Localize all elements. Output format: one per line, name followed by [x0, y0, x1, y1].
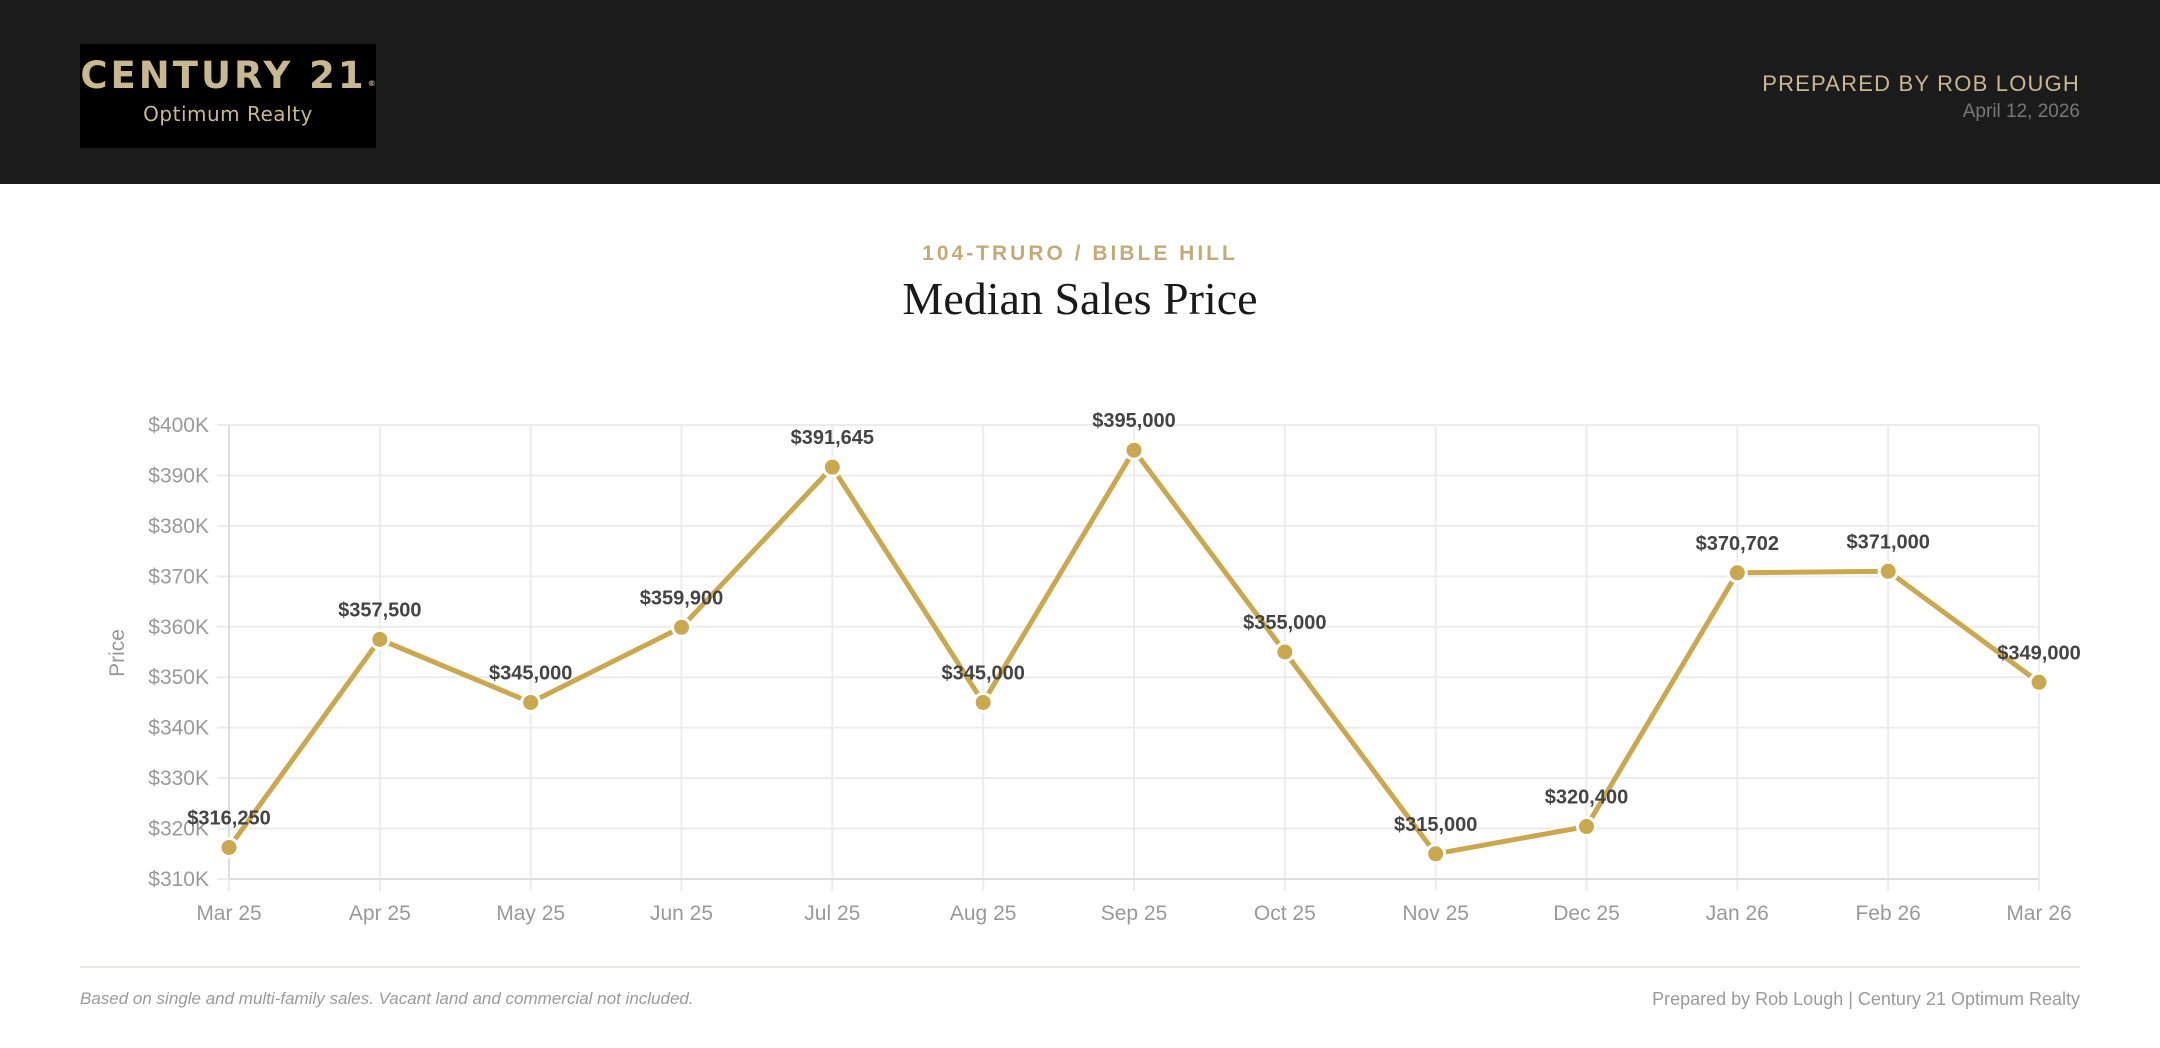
footer-note: Based on single and multi-family sales. … — [80, 989, 694, 1008]
chart-title: Median Sales Price — [902, 273, 1258, 324]
y-tick-label: $340K — [148, 717, 209, 740]
data-point-marker[interactable] — [1425, 843, 1447, 865]
x-tick-label: Jun 25 — [650, 902, 713, 925]
footer-divider — [80, 966, 2080, 968]
data-label: $359,900 — [640, 587, 723, 609]
y-axis-title: Price — [106, 629, 129, 677]
data-point-marker[interactable] — [1123, 439, 1145, 461]
x-tick-label: Jul 25 — [804, 902, 860, 925]
data-point-marker[interactable] — [1576, 816, 1597, 838]
report-header: CENTURY 21® Optimum Realty PREPARED BY R… — [0, 0, 2160, 184]
y-axis: $310K $320K $330K $340K $350K $360K $370K $380K… — [148, 414, 209, 891]
data-point-marker[interactable] — [2028, 671, 2050, 693]
area-subtitle: 104-TRURO / BIBLE HILL — [922, 242, 1238, 265]
y-tick-label: $380K — [148, 515, 209, 538]
y-tick-label: $330K — [148, 767, 209, 790]
prepared-by: PREPARED BY ROB LOUGH — [1762, 71, 2080, 96]
data-label: $345,000 — [489, 662, 572, 684]
century21-logo: CENTURY 21® Optimum Realty — [80, 44, 376, 148]
y-tick-label: $350K — [148, 666, 209, 689]
x-tick-label: Jan 26 — [1706, 902, 1769, 925]
data-label: $345,000 — [941, 662, 1024, 684]
data-point-marker[interactable] — [972, 691, 994, 713]
data-label: $391,645 — [791, 427, 874, 449]
x-tick-label: Mar 26 — [2006, 902, 2071, 925]
data-point-marker[interactable] — [821, 456, 843, 478]
data-label: $357,500 — [338, 599, 421, 621]
data-point-marker[interactable] — [520, 691, 542, 713]
data-point-marker[interactable] — [369, 628, 391, 650]
logo-office: Optimum Realty — [143, 102, 313, 126]
y-tick-label: $400K — [148, 414, 209, 437]
y-tick-label: $310K — [148, 868, 209, 891]
data-label: $320,400 — [1545, 787, 1628, 809]
x-tick-label: Dec 25 — [1553, 902, 1620, 925]
x-tick-label: Apr 25 — [349, 902, 411, 925]
y-tick-label: $370K — [148, 565, 209, 588]
y-tick-label: $390K — [148, 464, 209, 487]
data-point-marker[interactable] — [671, 616, 692, 638]
data-label: $315,000 — [1394, 814, 1477, 836]
x-tick-label: May 25 — [496, 902, 565, 925]
chart-grid — [217, 424, 2040, 891]
x-axis: Mar 25 Apr 25 May 25 Jun 25 Jul 25 Aug 25 Sep … — [196, 902, 2071, 925]
report-date: April 12, 2026 — [1962, 101, 2080, 122]
data-label: $355,000 — [1243, 612, 1326, 634]
y-tick-label: $360K — [148, 616, 209, 639]
data-point-marker[interactable] — [1726, 562, 1748, 584]
data-label: $370,702 — [1696, 533, 1779, 555]
y-tick-label: $320K — [148, 818, 209, 841]
footer-credit: Prepared by Rob Lough | Century 21 Optim… — [1652, 989, 2080, 1009]
data-label: $316,250 — [187, 807, 270, 829]
logo-brand: CENTURY 21 — [80, 54, 367, 97]
x-tick-label: Mar 25 — [196, 902, 261, 925]
data-point-marker[interactable] — [1877, 560, 1899, 582]
data-label: $349,000 — [1997, 642, 2080, 664]
registered-mark: ® — [367, 79, 376, 88]
x-tick-label: Sep 25 — [1101, 902, 1168, 925]
data-point-marker[interactable] — [1274, 641, 1296, 663]
x-tick-label: Nov 25 — [1402, 902, 1469, 925]
x-tick-label: Aug 25 — [950, 902, 1017, 925]
x-tick-label: Feb 26 — [1855, 902, 1920, 925]
data-labels: $316,250 $357,500 $345,000 $359,900 $391,645… — [187, 410, 2080, 836]
data-label: $395,000 — [1092, 410, 1175, 432]
data-point-marker[interactable] — [218, 836, 240, 858]
x-tick-label: Oct 25 — [1254, 902, 1316, 925]
data-label: $371,000 — [1846, 531, 1929, 553]
median-price-series — [218, 439, 2050, 865]
